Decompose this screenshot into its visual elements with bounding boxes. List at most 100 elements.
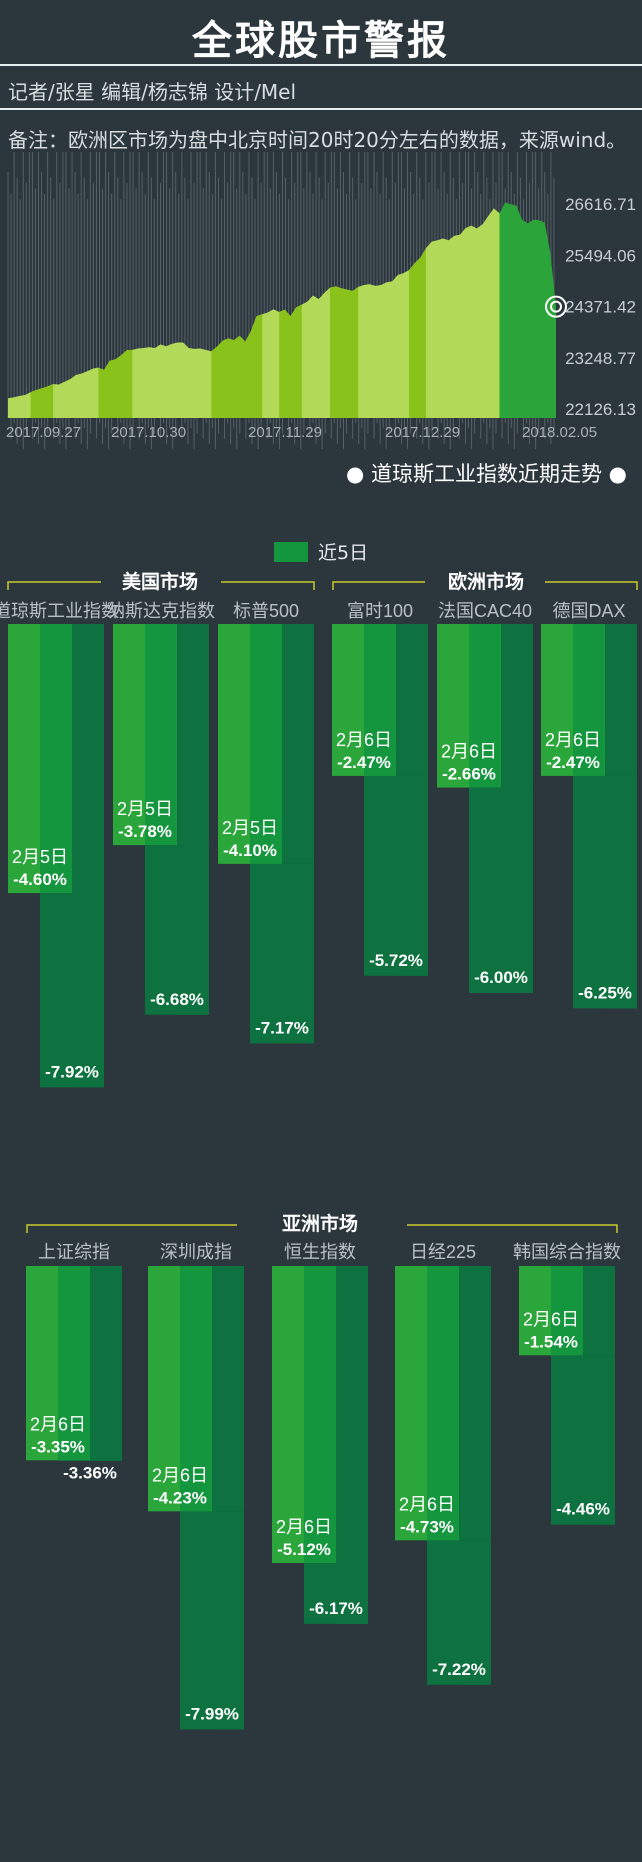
legend-label: 近5日 [318,542,369,564]
day-value-label: -4.10% [223,841,277,860]
category-label: 法国CAC40 [438,601,532,621]
source-note: 备注：欧洲区市场为盘中北京时间20时20分左右的数据，来源wind。 [8,128,627,152]
week-bar-right [501,787,533,993]
week-bar-upper [336,1266,368,1563]
dow-area-band [98,349,133,418]
day-date-label: 2月6日 [276,1517,332,1537]
day-date-label: 2月5日 [117,799,173,819]
week-value-label: -7.92% [45,1062,99,1081]
day-date-label: 2月6日 [399,1494,455,1514]
dow-latest-marker-inner [550,300,562,313]
dow-area-recent [499,202,556,418]
week-bar-right [583,1355,615,1525]
week-bar-upper [501,624,533,788]
day-bar-mid [180,1266,212,1512]
category-label: 深圳成指 [160,1242,232,1262]
day-value-label: -5.12% [277,1540,331,1559]
week-bar-right [212,1511,244,1730]
market-label: 亚洲市场 [282,1212,358,1235]
market-label: 欧洲市场 [448,570,524,593]
day-bar-mid [469,624,501,788]
week-bar-upper [177,624,209,846]
day-bar-mid [145,624,177,846]
day-date-label: 2月5日 [222,818,278,838]
y-tick-label: 24371.42 [565,298,636,317]
y-tick-label: 23248.77 [565,349,636,368]
day-bar-mid [573,624,605,776]
week-value-label: -7.22% [432,1660,486,1679]
week-value-label: -6.17% [309,1599,363,1618]
day-date-label: 2月6日 [545,730,601,750]
day-bar-mid [427,1266,459,1541]
y-tick-label: 22126.13 [565,400,636,419]
market-bracket [26,1224,618,1233]
day-bar-mid [250,624,282,864]
category-label: 纳斯达克指数 [107,601,215,621]
dow-latest-marker [545,295,567,318]
week-bar-upper [459,1266,491,1541]
day-value-label: -4.73% [400,1517,454,1536]
day-value-label: -4.60% [13,870,67,889]
dow-area-band [409,248,427,418]
category-label: 韩国综合指数 [513,1242,621,1262]
category-label: 日经225 [410,1242,476,1262]
week-bar-right [90,1460,122,1461]
week-bar-right [396,775,428,976]
credits: 记者/张星 编辑/杨志锦 设计/Mel [8,80,297,104]
dow-chart-title: ● 道琼斯工业指数近期走势 ● [346,462,627,486]
dow-area-band [330,286,359,418]
market-bracket [332,581,638,590]
page-title: 全球股市警报 [192,18,450,64]
legend-swatch [274,541,308,562]
x-tick-label: 2017.12.29 [385,424,460,441]
week-value-label: -5.72% [369,951,423,970]
day-bar-mid [364,624,396,776]
week-bar-upper [605,624,637,776]
week-value-label: -6.68% [150,990,204,1009]
day-bar-mid [551,1266,583,1356]
week-value-label: -3.36% [63,1463,117,1482]
week-value-label: -6.00% [474,968,528,987]
y-tick-label: 26616.71 [565,195,636,214]
day-bar-mid [40,624,72,894]
market-label: 美国市场 [122,570,198,593]
day-date-label: 2月6日 [441,742,497,762]
day-value-label: -3.35% [31,1437,85,1456]
week-bar-upper [583,1266,615,1356]
week-value-label: -7.99% [185,1704,239,1723]
x-tick-label: 2017.11.29 [248,424,322,441]
category-label: 德国DAX [552,601,625,621]
legend: 近5日 [274,538,368,565]
day-bar-mid [304,1266,336,1563]
category-label: 恒生指数 [284,1242,356,1262]
y-tick-label: 25494.06 [565,246,636,265]
week-bar-upper [282,624,314,864]
credits-divider [0,108,642,110]
market-bracket [7,581,315,590]
day-date-label: 2月6日 [523,1309,579,1329]
week-value-label: -7.17% [255,1018,309,1037]
day-value-label: -2.66% [442,765,496,784]
week-bar-right [282,863,314,1044]
week-bar-upper [396,624,428,776]
week-bar-right [459,1540,491,1685]
dow-area-band [279,304,302,418]
x-tick-label: 2017.09.27 [6,424,81,441]
day-value-label: -3.78% [118,822,172,841]
dow-area-band [30,384,54,418]
dow-area-band [211,314,263,418]
week-bar-upper [90,1266,122,1461]
x-tick-label: 2017.10.30 [111,424,186,441]
week-value-label: -4.46% [556,1500,610,1519]
day-date-label: 2月6日 [30,1414,86,1434]
week-bar-right [605,775,637,1009]
day-value-label: -2.47% [337,753,391,772]
week-bar-upper [212,1266,244,1512]
category-label: 标普500 [233,601,299,621]
week-bar-right [336,1562,368,1624]
week-value-label: -6.25% [578,983,632,1002]
category-label: 道琼斯工业指数 [0,601,119,621]
x-tick-label: 2018.02.05 [522,424,597,441]
day-date-label: 2月6日 [336,730,392,750]
